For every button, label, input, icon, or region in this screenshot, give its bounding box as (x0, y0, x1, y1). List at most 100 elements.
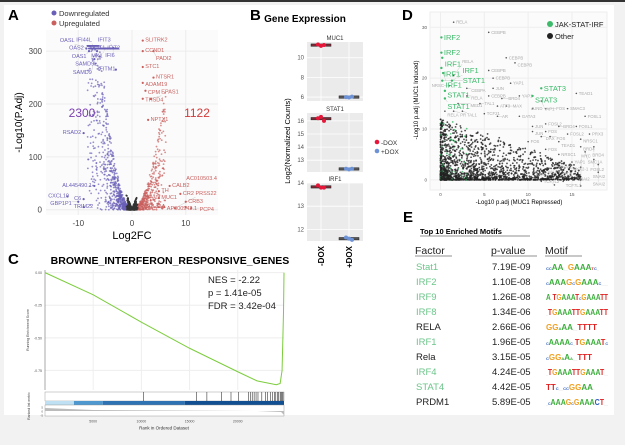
data-point (443, 160, 446, 163)
data-point (149, 179, 152, 182)
data-point (127, 203, 130, 205)
data-point (162, 159, 165, 161)
data-point (91, 165, 94, 168)
data-point (158, 128, 160, 130)
stat-label: FDR = 3.42e-04 (208, 301, 276, 312)
data-point (526, 178, 529, 181)
data-point (94, 179, 97, 182)
data-point (482, 165, 485, 168)
data-point (446, 134, 449, 137)
data-point (104, 154, 107, 157)
motif-letter: A (555, 278, 561, 287)
data-point (506, 158, 509, 161)
data-point (466, 172, 469, 175)
data-point (319, 114, 323, 119)
data-point (160, 122, 162, 125)
data-point (554, 178, 557, 181)
data-point (103, 141, 106, 144)
labeled-point (531, 130, 534, 133)
data-point (95, 199, 98, 202)
data-point (454, 125, 457, 128)
downregulated-count: 2300 (69, 106, 96, 120)
data-point (500, 174, 503, 177)
data-point (557, 162, 559, 165)
column-header-factor: Factor (415, 245, 445, 257)
data-point (565, 164, 567, 167)
data-point (316, 116, 320, 121)
motif-letter: A (590, 398, 595, 407)
data-point (477, 173, 479, 176)
tf-label: BRD4 (508, 96, 520, 101)
data-point (459, 133, 462, 136)
data-point (481, 165, 484, 168)
data-point (504, 173, 507, 176)
data-point (546, 177, 549, 179)
data-point (154, 177, 157, 179)
y-tick-label: 0 (38, 206, 43, 215)
motif-letter: C (566, 386, 569, 391)
data-point (111, 195, 114, 198)
motif-letter: C (546, 281, 549, 286)
data-point (157, 182, 160, 185)
tf-label-jak: IRF2 (444, 48, 460, 57)
factor-name: IRF8 (416, 307, 437, 318)
data-point (132, 206, 135, 209)
data-point (100, 141, 103, 144)
data-point (518, 146, 521, 149)
labeled-point (106, 47, 109, 50)
labeled-point (443, 97, 447, 100)
data-point (163, 172, 166, 175)
data-point (461, 140, 464, 143)
data-point (494, 178, 497, 181)
motif-letter: C (579, 296, 581, 301)
labeled-point (466, 95, 468, 97)
data-point (566, 170, 568, 173)
data-point (497, 155, 499, 157)
data-point (96, 101, 99, 104)
tf-label: FOSL1 (579, 124, 593, 129)
data-point (472, 172, 475, 175)
motif-letter: T (600, 368, 604, 377)
data-point (446, 178, 448, 181)
data-point (148, 206, 151, 209)
data-point (89, 44, 92, 47)
motif-letter: A (552, 263, 558, 272)
gene-label: CXCL10 (48, 194, 69, 200)
data-point (101, 105, 104, 107)
data-point (99, 189, 102, 192)
data-point (472, 155, 475, 158)
data-point (515, 169, 518, 172)
data-point (477, 147, 480, 149)
data-point (472, 162, 475, 165)
data-point (97, 183, 100, 186)
data-point (468, 176, 471, 179)
motif-letter: A (581, 278, 587, 287)
data-point (350, 237, 354, 242)
data-point (116, 175, 119, 178)
data-point (471, 171, 474, 174)
data-point (479, 138, 482, 140)
data-point (529, 153, 532, 156)
x-tick-label: 5000 (89, 420, 97, 424)
data-point (563, 162, 565, 165)
data-point (525, 172, 528, 175)
data-point (350, 166, 354, 171)
data-point (107, 123, 110, 125)
data-point (151, 207, 154, 210)
chart-title: Gene Expression (264, 14, 346, 25)
data-point (145, 191, 148, 194)
data-point (537, 174, 540, 177)
gene-label: IFI44L (76, 38, 92, 44)
data-point (154, 186, 157, 188)
data-point (470, 167, 473, 170)
panel-label-e: E (403, 209, 413, 226)
data-point (153, 173, 155, 175)
motif-letter: G (566, 278, 572, 287)
data-point (164, 141, 167, 144)
labeled-point (558, 140, 560, 143)
data-point (479, 134, 482, 137)
labeled-point (440, 66, 443, 70)
data-point (555, 170, 558, 173)
data-point (484, 169, 486, 172)
